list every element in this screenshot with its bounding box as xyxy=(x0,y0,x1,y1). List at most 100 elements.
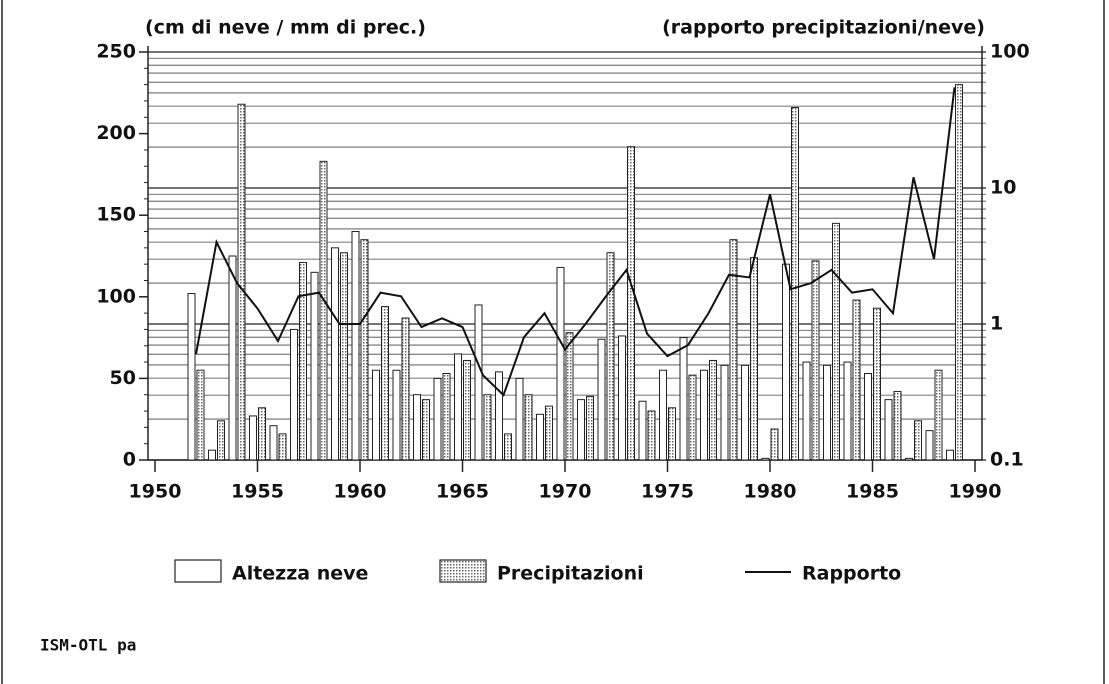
bar xyxy=(237,103,246,461)
bar xyxy=(893,390,902,461)
bar xyxy=(823,364,831,461)
bar xyxy=(433,377,442,461)
y2-tick-label: 10 xyxy=(990,177,1016,199)
bar xyxy=(791,106,799,461)
bar xyxy=(946,449,954,461)
y-tick-label: 150 xyxy=(96,204,136,226)
bar xyxy=(536,413,544,461)
y2-axis-label: (rapporto precipitazioni/neve) xyxy=(662,17,985,39)
y-tick-label: 50 xyxy=(110,367,136,389)
x-tick-label: 1950 xyxy=(129,481,182,503)
bar xyxy=(331,247,339,461)
bar xyxy=(843,361,852,461)
bar xyxy=(299,262,307,461)
bar xyxy=(454,353,462,461)
x-tick-label: 1975 xyxy=(641,481,694,503)
bar xyxy=(761,457,770,461)
bar xyxy=(401,317,410,461)
x-tick-label: 1970 xyxy=(539,481,592,503)
bar xyxy=(700,369,708,461)
bar xyxy=(495,371,503,461)
bar xyxy=(864,373,872,461)
bar xyxy=(914,420,922,461)
bar xyxy=(310,271,319,461)
bar xyxy=(577,399,585,461)
y-axis-label: (cm di neve / mm di prec.) xyxy=(145,17,426,39)
footer: ISM-OTL pa xyxy=(40,636,136,655)
bar xyxy=(565,332,574,461)
y-tick-label: 0 xyxy=(123,449,136,471)
bar xyxy=(638,400,647,461)
bar xyxy=(483,394,492,461)
y-tick-label: 250 xyxy=(96,41,136,63)
bar xyxy=(586,395,594,461)
bar xyxy=(729,239,738,461)
bar xyxy=(955,84,963,461)
legend-label: Precipitazioni xyxy=(497,563,644,585)
bar xyxy=(515,377,524,461)
bar xyxy=(442,373,451,461)
bar xyxy=(884,399,893,461)
x-tick-label: 1955 xyxy=(231,481,284,503)
bar xyxy=(802,361,811,461)
y-tick-label: 200 xyxy=(96,122,136,144)
legend-swatch xyxy=(439,559,487,583)
y2-tick-label: 0.1 xyxy=(990,449,1024,471)
x-tick-label: 1980 xyxy=(744,481,797,503)
bar xyxy=(597,338,606,461)
bar xyxy=(360,239,369,461)
bar xyxy=(463,359,471,461)
bar xyxy=(647,410,656,461)
bar xyxy=(679,337,688,461)
bar xyxy=(618,335,626,461)
bar xyxy=(381,306,389,461)
bar xyxy=(208,449,216,461)
bar xyxy=(852,299,861,461)
bar xyxy=(905,457,913,461)
x-tick-label: 1965 xyxy=(436,481,489,503)
bar xyxy=(474,304,483,461)
y-tick-label: 100 xyxy=(96,285,136,307)
bar xyxy=(196,369,205,461)
bar xyxy=(556,266,565,461)
bar xyxy=(668,407,676,461)
bar xyxy=(720,364,729,461)
legend-label: Rapporto xyxy=(802,563,901,585)
x-tick-label: 1960 xyxy=(334,481,387,503)
y2-tick-label: 100 xyxy=(990,41,1030,63)
bar xyxy=(606,252,615,461)
bar xyxy=(392,369,401,461)
bar xyxy=(627,146,635,461)
bar xyxy=(413,394,421,461)
bar xyxy=(770,428,779,461)
y2-tick-label: 1 xyxy=(990,313,1003,335)
bar xyxy=(187,293,196,461)
bar xyxy=(782,263,790,461)
bar xyxy=(504,433,512,461)
bar xyxy=(688,374,697,461)
bar xyxy=(217,420,225,461)
bar xyxy=(709,359,717,461)
bar xyxy=(290,328,298,461)
bar xyxy=(811,260,820,461)
bar xyxy=(741,364,749,461)
bar xyxy=(545,405,553,461)
bar xyxy=(351,231,360,461)
ratio-line xyxy=(195,87,956,397)
bar xyxy=(422,399,430,461)
bar xyxy=(925,430,934,461)
bar xyxy=(873,307,881,461)
bar xyxy=(372,369,380,461)
bar xyxy=(659,369,667,461)
bar xyxy=(278,433,287,461)
bar xyxy=(750,257,758,461)
x-tick-label: 1990 xyxy=(949,481,1002,503)
legend-swatch xyxy=(174,559,222,583)
bar xyxy=(524,394,533,461)
bar xyxy=(340,252,348,461)
bar xyxy=(249,415,257,461)
bar xyxy=(228,255,237,461)
bar xyxy=(934,369,943,461)
x-tick-label: 1985 xyxy=(846,481,899,503)
